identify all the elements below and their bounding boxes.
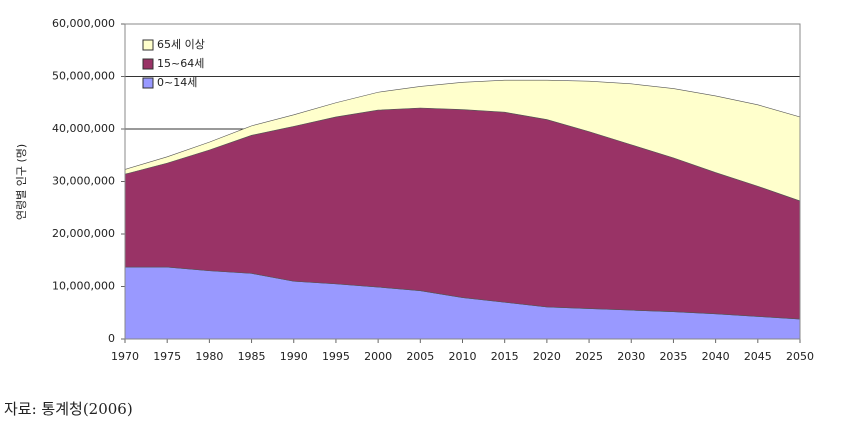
legend-swatch xyxy=(142,39,154,51)
legend-label: 15~64세 xyxy=(157,57,204,70)
x-tick-label: 1980 xyxy=(195,350,223,363)
x-tick-label: 2035 xyxy=(659,350,687,363)
x-tick-label: 1975 xyxy=(153,350,181,363)
y-tick-label: 10,000,000 xyxy=(52,280,115,293)
x-tick-label: 2015 xyxy=(491,350,519,363)
x-tick-label: 1990 xyxy=(280,350,308,363)
y-tick-label: 50,000,000 xyxy=(52,70,115,83)
x-tick-label: 1995 xyxy=(322,350,350,363)
y-tick-label: 60,000,000 xyxy=(52,17,115,30)
x-tick-label: 2030 xyxy=(617,350,645,363)
plot-border xyxy=(124,23,801,340)
x-tick-label: 2000 xyxy=(364,350,392,363)
x-tick-label: 2050 xyxy=(786,350,814,363)
y-tick-label: 40,000,000 xyxy=(52,122,115,135)
y-axis-label: 연령별 인구 (명) xyxy=(15,144,28,220)
y-tick-label: 30,000,000 xyxy=(52,175,115,188)
legend-swatch xyxy=(142,58,154,70)
x-tick-label: 2025 xyxy=(575,350,603,363)
y-tick-label: 0 xyxy=(108,332,115,345)
x-tick-label: 1985 xyxy=(238,350,266,363)
legend-label: 65세 이상 xyxy=(157,38,205,51)
source-note: 자료: 통계청(2006) xyxy=(4,400,133,418)
x-tick-label: 2040 xyxy=(702,350,730,363)
legend-label: 0~14세 xyxy=(157,76,197,89)
y-tick-label: 20,000,000 xyxy=(52,227,115,240)
x-tick-label: 2045 xyxy=(744,350,772,363)
x-tick-label: 2020 xyxy=(533,350,561,363)
legend-swatch xyxy=(142,77,154,89)
x-tick-label: 2005 xyxy=(406,350,434,363)
x-tick-label: 2010 xyxy=(449,350,477,363)
x-tick-label: 1970 xyxy=(111,350,139,363)
